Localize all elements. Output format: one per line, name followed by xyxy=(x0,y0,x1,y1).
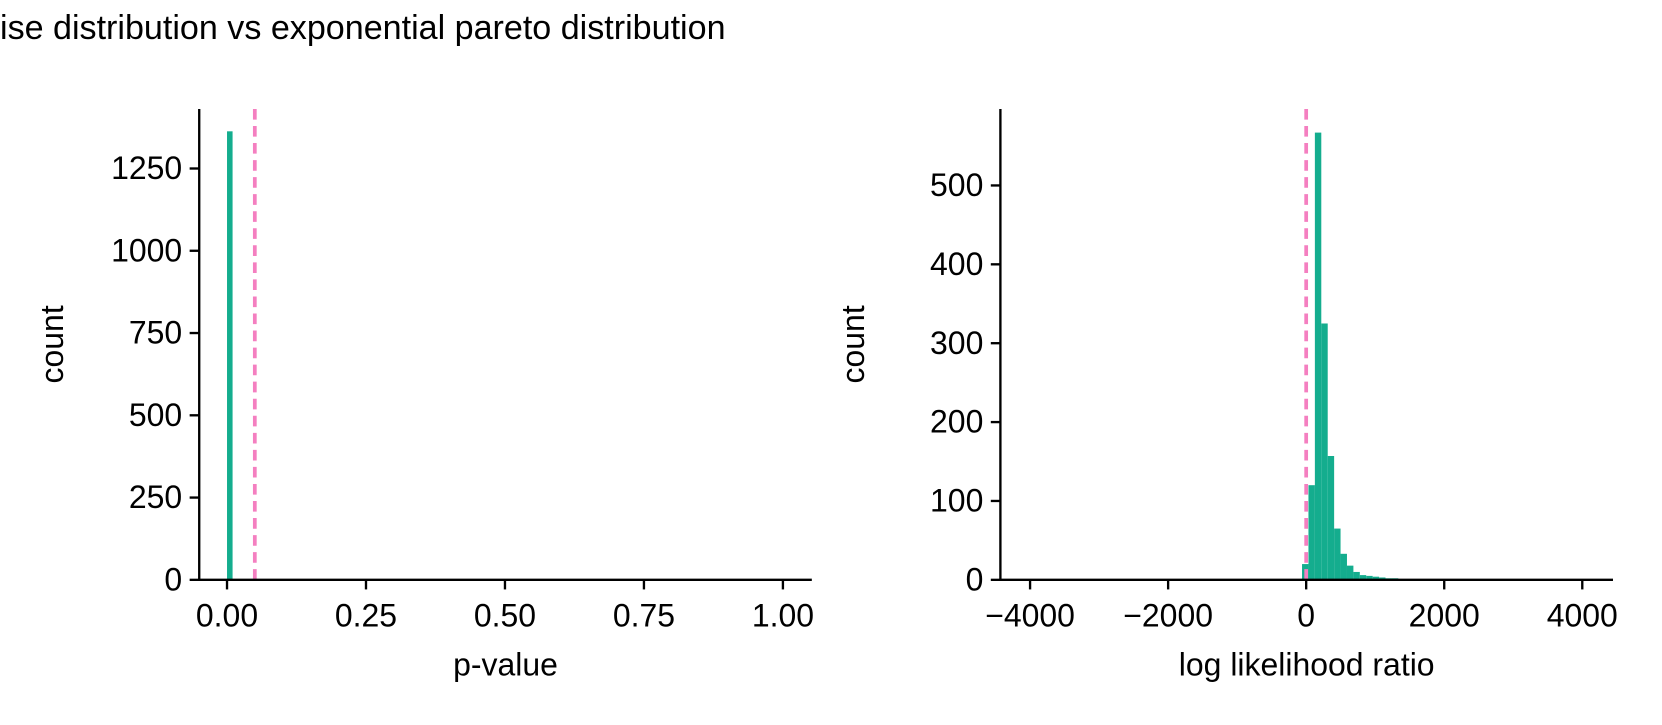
y-tick-label: 400 xyxy=(930,246,983,282)
y-tick-label: 1000 xyxy=(111,232,182,268)
bar xyxy=(227,131,233,580)
x-tick-label: 0.75 xyxy=(613,598,675,634)
x-axis-label: log likelihood ratio xyxy=(1179,647,1435,683)
y-tick-label: 0 xyxy=(966,561,984,597)
figure-title: ise distribution vs exponential pareto d… xyxy=(0,9,726,47)
bar xyxy=(1327,456,1335,580)
x-tick-label: 0 xyxy=(1297,598,1315,634)
y-tick-label: 500 xyxy=(930,167,983,203)
x-tick-label: 2000 xyxy=(1409,598,1480,634)
x-tick-label: 4000 xyxy=(1547,598,1618,634)
bar xyxy=(1334,528,1341,580)
x-tick-label: 0.00 xyxy=(196,598,258,634)
x-tick-label: 0.50 xyxy=(474,598,536,634)
bar xyxy=(1353,571,1360,580)
y-tick-label: 750 xyxy=(129,315,182,351)
y-tick-label: 200 xyxy=(930,404,983,440)
x-tick-label: 0.25 xyxy=(335,598,397,634)
y-tick-label: 500 xyxy=(129,397,182,433)
bar xyxy=(1379,577,1386,580)
x-tick-label: −4000 xyxy=(985,598,1075,634)
y-tick-label: 0 xyxy=(164,561,182,597)
x-axis-label: p-value xyxy=(453,647,558,683)
y-tick-label: 300 xyxy=(930,325,983,361)
bar xyxy=(1321,323,1328,580)
bar xyxy=(1359,575,1367,580)
bar xyxy=(1340,553,1347,580)
y-tick-label: 250 xyxy=(129,479,182,515)
x-tick-label: −2000 xyxy=(1123,598,1213,634)
bar xyxy=(1366,575,1373,580)
bar xyxy=(1314,132,1322,580)
y-tick-label: 1250 xyxy=(111,150,182,186)
y-tick-label: 100 xyxy=(930,483,983,519)
y-axis-label: count xyxy=(835,305,871,383)
x-tick-label: 1.00 xyxy=(752,598,814,634)
bar xyxy=(1308,485,1315,580)
bar xyxy=(1372,576,1380,580)
y-axis-label: count xyxy=(34,305,70,383)
bar xyxy=(1346,565,1354,580)
